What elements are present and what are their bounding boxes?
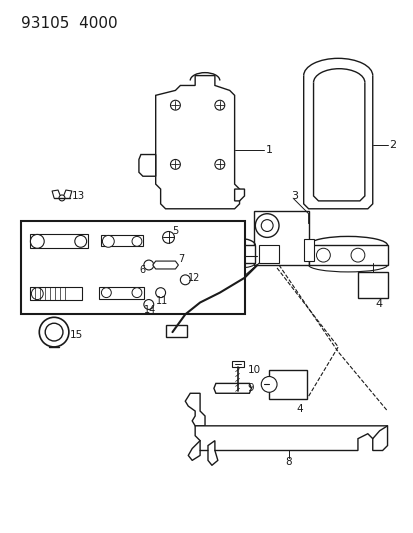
Circle shape [143, 300, 153, 310]
Circle shape [59, 195, 65, 201]
Text: 8: 8 [284, 457, 291, 467]
Polygon shape [214, 383, 251, 393]
Circle shape [214, 100, 224, 110]
Bar [21, 221, 245, 314]
Text: 10: 10 [247, 365, 260, 375]
Polygon shape [313, 83, 364, 201]
Circle shape [31, 288, 43, 300]
Circle shape [132, 237, 142, 246]
Text: 1: 1 [266, 144, 273, 155]
Circle shape [143, 260, 153, 270]
Polygon shape [234, 189, 244, 201]
Circle shape [45, 323, 63, 341]
Bar [259, 245, 278, 263]
Circle shape [155, 288, 165, 297]
Circle shape [316, 248, 330, 262]
Text: 13: 13 [72, 191, 85, 201]
Polygon shape [185, 393, 204, 426]
Polygon shape [221, 245, 255, 263]
Text: 4: 4 [296, 404, 303, 414]
Text: 11: 11 [155, 295, 168, 305]
Polygon shape [152, 261, 178, 269]
Text: 14: 14 [143, 305, 156, 316]
Circle shape [170, 159, 180, 169]
Circle shape [170, 100, 180, 110]
Bar [268, 369, 306, 399]
Text: 6: 6 [139, 265, 145, 275]
Circle shape [255, 214, 278, 237]
Bar [357, 272, 387, 297]
Polygon shape [195, 426, 387, 450]
Text: 15: 15 [70, 330, 83, 340]
Circle shape [102, 236, 114, 247]
Polygon shape [303, 76, 372, 209]
Polygon shape [308, 245, 387, 265]
Circle shape [261, 220, 273, 231]
Text: 9: 9 [247, 383, 254, 393]
Circle shape [180, 275, 190, 285]
Bar [165, 325, 187, 337]
Bar [254, 211, 308, 265]
Text: 5: 5 [172, 227, 178, 237]
Circle shape [39, 317, 69, 347]
Bar [30, 287, 81, 300]
Bar [99, 287, 143, 298]
Bar [30, 235, 88, 248]
Bar [303, 239, 313, 261]
Circle shape [101, 288, 111, 297]
Polygon shape [139, 155, 155, 176]
Circle shape [350, 248, 364, 262]
Circle shape [30, 235, 44, 248]
Circle shape [162, 231, 174, 244]
Bar [101, 236, 142, 246]
Text: 2: 2 [389, 140, 396, 150]
Text: 12: 12 [188, 273, 200, 283]
Text: 3: 3 [290, 191, 297, 201]
Circle shape [132, 288, 142, 297]
Text: 4: 4 [375, 300, 382, 310]
Circle shape [214, 159, 224, 169]
Bar [231, 361, 243, 367]
Text: 93105  4000: 93105 4000 [21, 17, 117, 31]
Circle shape [75, 236, 86, 247]
Polygon shape [155, 76, 239, 209]
Circle shape [261, 376, 276, 392]
Text: 7: 7 [178, 254, 184, 264]
